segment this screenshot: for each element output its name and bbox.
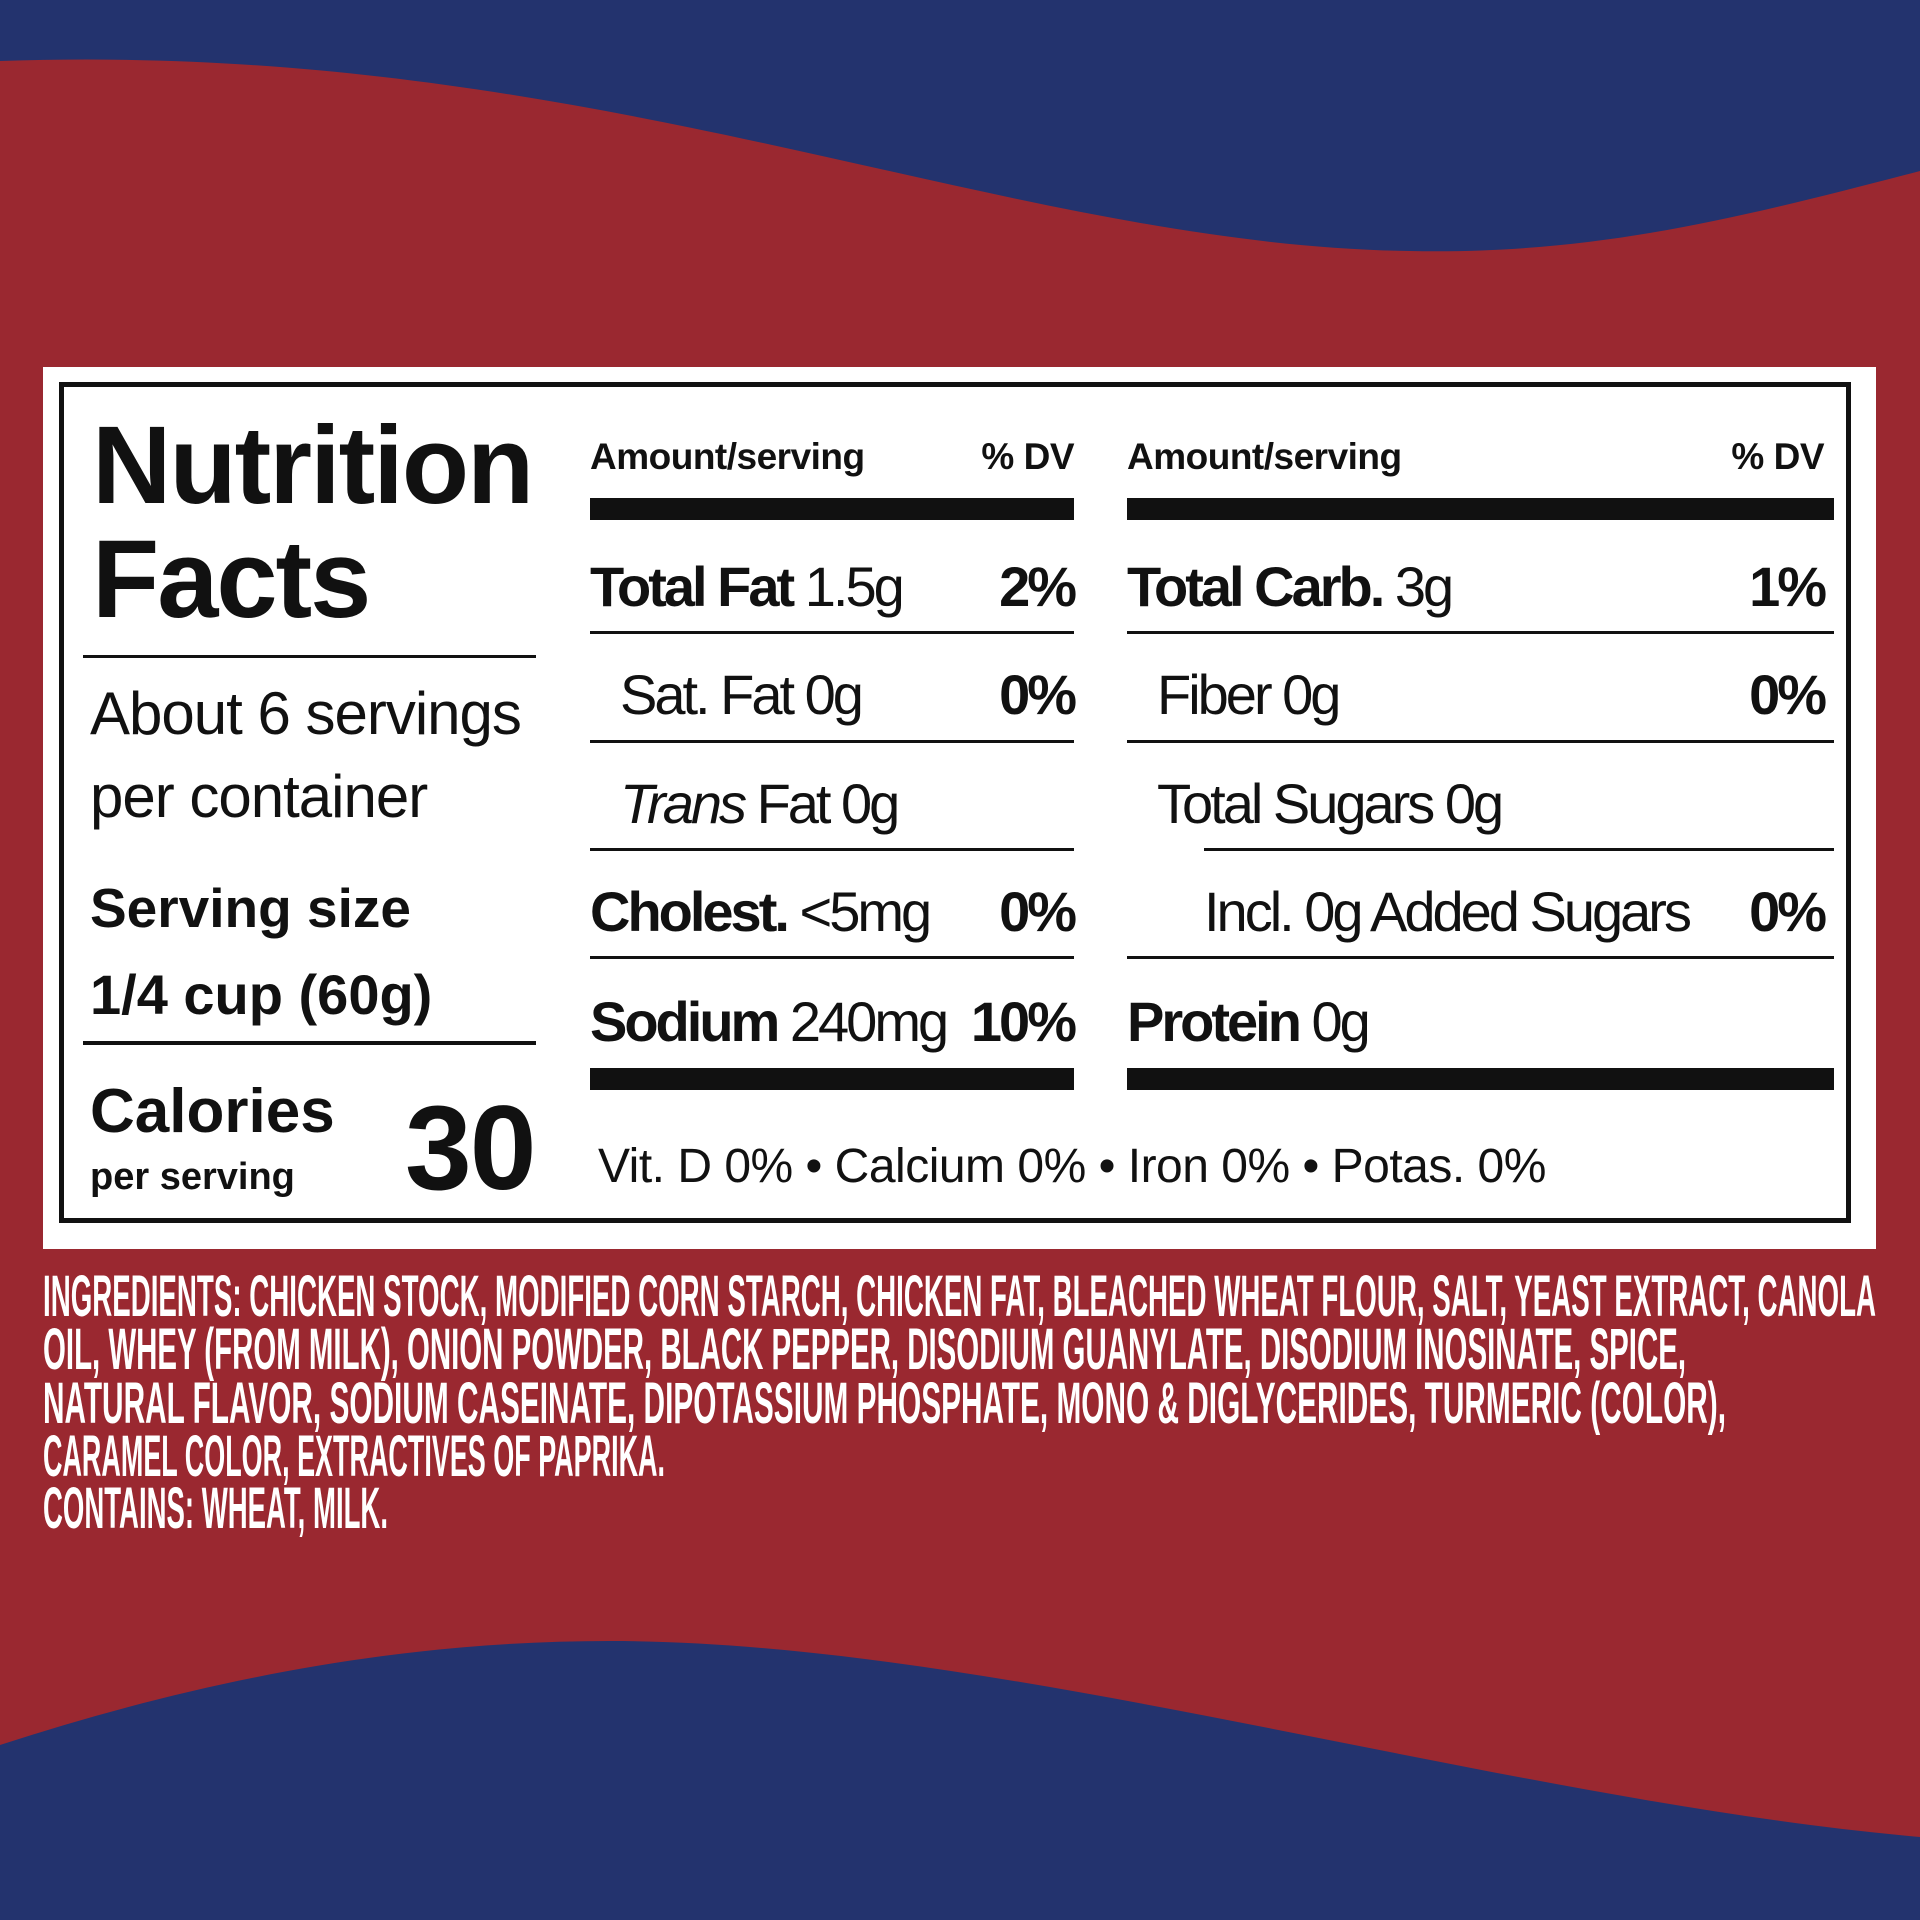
nutrient-row-protein: Protein 0g <box>1127 994 1834 1050</box>
nutrient-amount: 0g <box>1444 772 1504 835</box>
nutrient-row-sodium: Sodium 240mg 10% <box>590 990 1077 1053</box>
servings-per-container-2: per container <box>90 763 428 830</box>
nutrient-amount: <5mg <box>799 880 932 943</box>
nutrient-amount: 0g <box>804 663 864 726</box>
nutrient-amount: Fat 0g <box>756 772 901 835</box>
nutrient-amount: 3g <box>1394 555 1454 618</box>
nutrition-facts-label: Nutrition Facts About 6 servings per con… <box>43 367 1876 1249</box>
divider <box>1127 631 1834 634</box>
ingredients-line: OIL, WHEY (FROM MILK), ONION POWDER, BLA… <box>43 1317 1686 1382</box>
title-facts: Facts <box>92 518 371 641</box>
divider <box>83 655 536 658</box>
nutrient-name: Trans <box>620 772 747 835</box>
dv-header: % DV <box>1731 436 1824 477</box>
nutrient-row-total-fat: Total Fat 1.5g 2% <box>590 555 1077 618</box>
title-nutrition: Nutrition <box>92 404 534 527</box>
nutrient-name: Total Carb. <box>1127 555 1385 618</box>
nutrient-name: Cholest. <box>590 880 790 943</box>
nutrient-dv: 0% <box>1749 880 1827 943</box>
nutrient-row-cholesterol: Cholest. <5mg 0% <box>590 880 1077 943</box>
nutrient-dv: 0% <box>999 880 1077 943</box>
nutrient-amount: 1.5g <box>804 555 905 618</box>
nutrient-name: Total Sugars <box>1157 772 1435 835</box>
nutrient-dv: 10% <box>970 990 1077 1053</box>
top-blue-wave <box>0 0 1920 252</box>
thick-bar <box>1127 498 1834 520</box>
nutrient-amount: 240mg <box>789 990 949 1053</box>
servings-per-container: About 6 servings <box>90 680 522 747</box>
ingredients-line: NATURAL FLAVOR, SODIUM CASEINATE, DIPOTA… <box>43 1371 1726 1436</box>
nutrient-row-total-carb: Total Carb. 3g 1% <box>1127 559 1834 615</box>
allergens-contains: CONTAINS: WHEAT, MILK. <box>43 1476 388 1541</box>
thick-bar <box>590 1068 1074 1090</box>
label-border <box>59 382 1851 1223</box>
vitamins-minerals: Vit. D 0% • Calcium 0% • Iron 0% • Potas… <box>598 1140 1546 1193</box>
nutrient-dv: 0% <box>1749 663 1827 726</box>
amount-serving-header: Amount/serving <box>590 436 865 477</box>
nutrient-name: Fiber <box>1157 663 1273 726</box>
divider <box>590 631 1074 634</box>
nutrient-name: Protein <box>1127 990 1302 1053</box>
nutrient-name: Incl. 0g Added Sugars <box>1204 880 1692 943</box>
nutrient-name: Sat. Fat <box>620 663 795 726</box>
nutrient-name: Sodium <box>590 990 780 1053</box>
ingredients-line: INGREDIENTS: CHICKEN STOCK, MODIFIED COR… <box>43 1264 1876 1329</box>
left-header: Amount/serving % DV <box>590 438 1074 475</box>
divider <box>590 956 1074 959</box>
nutrient-dv: 0% <box>999 663 1077 726</box>
nutrient-row-added-sugars: Incl. 0g Added Sugars 0% <box>1127 884 1834 940</box>
nutrient-row-total-sugars: Total Sugars 0g <box>1127 776 1834 832</box>
nutrient-row-sat-fat: Sat. Fat 0g 0% <box>590 663 1077 726</box>
nutrient-dv: 1% <box>1749 555 1827 618</box>
divider <box>1127 956 1834 959</box>
thick-bar <box>1127 1068 1834 1090</box>
dv-header: % DV <box>981 436 1074 477</box>
divider <box>83 1041 536 1045</box>
nutrient-row-fiber: Fiber 0g 0% <box>1127 667 1834 723</box>
calories-label: Calories <box>90 1077 335 1146</box>
right-header: Amount/serving % DV <box>1127 438 1834 475</box>
calories-sub: per serving <box>90 1156 295 1198</box>
amount-serving-header: Amount/serving <box>1127 436 1402 477</box>
bottom-blue-wave <box>0 1641 1920 1920</box>
nutrient-row-trans-fat: Trans Fat 0g <box>590 776 1074 832</box>
thick-bar <box>590 498 1074 520</box>
ingredients-line: CARAMEL COLOR, EXTRACTIVES OF PAPRIKA. <box>43 1424 665 1489</box>
ingredients-block: INGREDIENTS: CHICKEN STOCK, MODIFIED COR… <box>43 1264 1876 1541</box>
divider <box>590 848 1074 851</box>
divider <box>1204 848 1834 851</box>
serving-size-label: Serving size <box>90 877 411 939</box>
divider <box>1127 740 1834 743</box>
nutrient-name: Total Fat <box>590 555 795 618</box>
serving-size-value: 1/4 cup (60g) <box>90 963 433 1026</box>
calories-value: 30 <box>405 1081 536 1215</box>
nutrient-amount: 0g <box>1282 663 1341 726</box>
nutrient-dv: 2% <box>999 555 1077 618</box>
nutrient-amount: 0g <box>1311 990 1370 1053</box>
divider <box>590 740 1074 743</box>
